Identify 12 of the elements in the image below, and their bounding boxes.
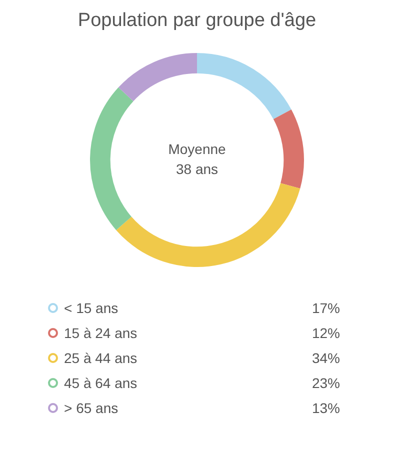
data-label: 34%: [312, 350, 340, 366]
data-label: 12%: [312, 324, 340, 340]
text: Moyenne 38 ans: [168, 140, 226, 177]
legend-label: > 65 ans: [64, 400, 120, 416]
legend-label: 25 à 44 ans: [64, 350, 138, 366]
legend-label: 15 à 24 ans: [64, 324, 138, 340]
data-label: 23%: [312, 374, 340, 390]
legend-label: < 15 ans: [64, 300, 120, 316]
legend-label: 45 à 64 ans: [64, 374, 138, 390]
data-label: 17%: [312, 300, 340, 316]
chart-title: Population par groupe d'âge: [76, 10, 318, 32]
data-label: 13%: [312, 400, 340, 416]
